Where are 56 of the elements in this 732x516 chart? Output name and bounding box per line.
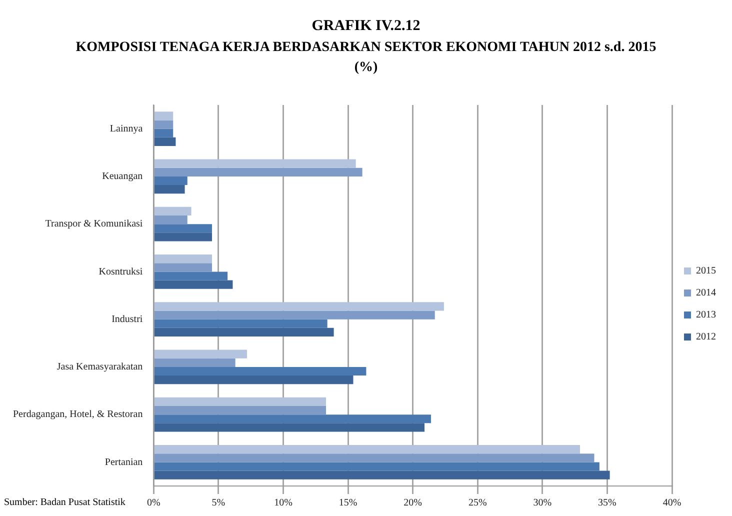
bar: [154, 120, 174, 129]
chart-title: GRAFIK IV.2.12: [310, 18, 422, 35]
bar: [154, 176, 188, 186]
y-tick-label: Perdagangan, Hotel, & Restoran: [13, 409, 143, 420]
bar: [154, 470, 610, 480]
bar: [154, 462, 600, 471]
chart-subtitle: KOMPOSISI TENAGA KERJA BERDASARKAN SEKTOR EKONOMI TAHUN 2012 s.d. 2015 (%): [74, 39, 658, 77]
bar: [154, 350, 247, 358]
bar: [154, 254, 212, 264]
bar: [154, 302, 444, 311]
bar: [154, 406, 326, 415]
bar: [154, 358, 236, 367]
legend-label: 2015: [696, 266, 716, 277]
bar: [154, 319, 328, 328]
x-tick-label: 5%: [212, 498, 226, 509]
bar: [154, 128, 174, 138]
y-tick-label: Jasa Kemasyarakatan: [56, 362, 143, 373]
bar: [154, 168, 362, 176]
x-tick-label: 35%: [598, 498, 616, 509]
bar: [154, 376, 354, 384]
y-tick-label: Keuangan: [102, 171, 143, 182]
bar: [154, 310, 435, 320]
x-tick-label: 15%: [338, 498, 358, 509]
bar: [154, 215, 188, 224]
bar: [154, 206, 192, 216]
bar: [154, 159, 356, 168]
bar: [154, 445, 580, 454]
y-tick-label: Industri: [112, 314, 143, 325]
bar: [154, 224, 212, 233]
bar: [154, 328, 334, 336]
x-tick-label: 25%: [468, 498, 487, 509]
bar: [154, 263, 212, 272]
bar: [154, 423, 425, 432]
y-tick-label: Transpor & Komunikasi: [45, 218, 143, 230]
x-tick-label: 40%: [662, 498, 682, 509]
x-tick-label: 10%: [274, 498, 292, 509]
y-tick-label: Pertanian: [104, 456, 143, 468]
bar: [154, 366, 366, 376]
bar: [154, 112, 174, 120]
bar: [154, 397, 326, 406]
text: Sumber: Badan Pusat Statistik: [4, 497, 126, 508]
bar: [154, 137, 176, 146]
bar: [154, 414, 431, 424]
legend-label: 2013: [696, 310, 716, 321]
x-tick-label: 0%: [147, 498, 160, 509]
legend-label: 2014: [696, 288, 716, 299]
x-tick-label: 20%: [404, 498, 422, 509]
x-tick-label: 30%: [533, 498, 552, 509]
bar: [154, 280, 233, 289]
bar: [154, 232, 212, 242]
bar: [154, 272, 228, 280]
bar: [154, 185, 185, 194]
legend-label: 2012: [696, 332, 716, 343]
bar: [154, 454, 594, 462]
y-tick-label: Lainnya: [110, 123, 144, 134]
y-tick-label: Kosntruksi: [98, 266, 143, 278]
